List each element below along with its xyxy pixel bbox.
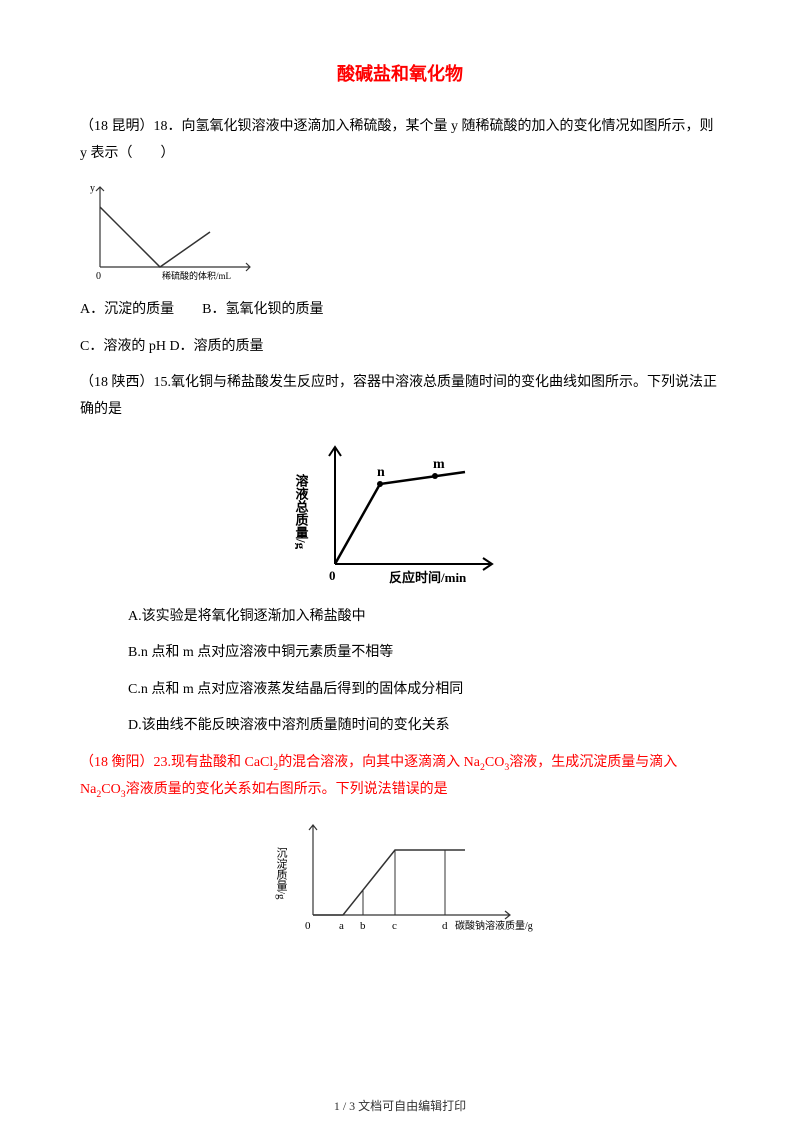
- q1-x-label: 稀硫酸的体积/mL: [162, 270, 231, 281]
- svg-text:0: 0: [305, 920, 311, 932]
- q2-intro: （18 陕西）15.氧化铜与稀盐酸发生反应时，容器中溶液总质量随时间的变化曲线如…: [80, 370, 720, 423]
- q2-point-m: m: [433, 457, 445, 472]
- document-title: 酸碱盐和氧化物: [80, 60, 720, 86]
- q1-y-label: y: [90, 183, 95, 194]
- q1-intro: （18 昆明）18．向氢氧化钡溶液中逐滴加入稀硫酸，某个量 y 随稀硫酸的加入的…: [80, 114, 720, 167]
- q2-y-label: 溶液总质量/g: [295, 473, 309, 549]
- q3-chart: 沉淀质量/g 0 a b c d 碳酸钠溶液质量/g: [80, 815, 720, 945]
- q3-tick-d: d: [442, 920, 448, 932]
- svg-text:0: 0: [329, 568, 336, 583]
- q2-option-b: B.n 点和 m 点对应溶液中铜元素质量不相等: [80, 640, 720, 667]
- q1-option-c: C．溶液的 pH D．溶质的质量: [80, 334, 720, 361]
- q2-option-d: D.该曲线不能反映溶液中溶剂质量随时间的变化关系: [80, 713, 720, 740]
- q3-intro: （18 衡阳）23.现有盐酸和 CaCl2的混合溶液，向其中逐滴滴入 Na2CO…: [80, 750, 720, 805]
- q2-option-c: C.n 点和 m 点对应溶液蒸发结晶后得到的固体成分相同: [80, 677, 720, 704]
- q2-point-n: n: [377, 465, 385, 480]
- q3-tick-b: b: [360, 920, 366, 932]
- q1-option-a: A．沉淀的质量 B．氢氧化钡的质量: [80, 297, 720, 324]
- q2-x-label: 反应时间/min: [389, 570, 467, 585]
- q3-tick-a: a: [339, 920, 344, 932]
- q2-chart: n m 溶液总质量/g 0 反应时间/min: [80, 434, 720, 594]
- page: 酸碱盐和氧化物 （18 昆明）18．向氢氧化钡溶液中逐滴加入稀硫酸，某个量 y …: [0, 0, 800, 1132]
- q1-chart: y 0 稀硫酸的体积/mL: [80, 177, 720, 287]
- q3-tick-c: c: [392, 920, 397, 932]
- q3-y-label: 沉淀质量/g: [275, 846, 288, 899]
- q3-x-label: 碳酸钠溶液质量/g: [455, 919, 533, 932]
- page-footer: 1 / 3 文档可自由编辑打印: [0, 1097, 800, 1114]
- svg-text:0: 0: [96, 271, 101, 282]
- q2-option-a: A.该实验是将氧化铜逐渐加入稀盐酸中: [80, 604, 720, 631]
